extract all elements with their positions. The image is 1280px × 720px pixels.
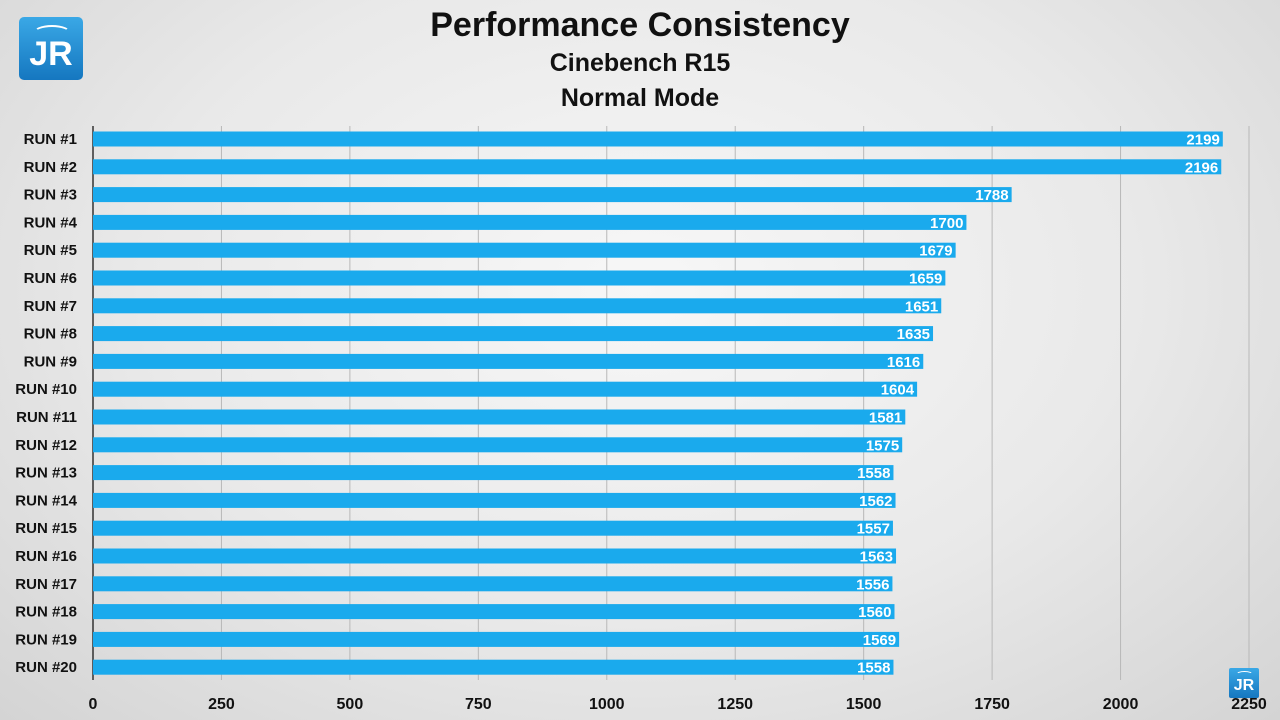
data-label: 1558	[857, 660, 890, 677]
x-tick-label: 2000	[1103, 696, 1139, 713]
bar	[93, 214, 967, 230]
data-label: 2199	[1186, 132, 1219, 149]
y-tick-label: RUN #17	[15, 576, 77, 593]
data-label: 1563	[860, 549, 893, 566]
bar	[93, 520, 893, 536]
data-label: 1700	[930, 215, 963, 232]
data-label: 1788	[975, 187, 1008, 204]
data-label: 2196	[1185, 159, 1218, 176]
logo-text: JR	[29, 35, 73, 73]
bar	[93, 326, 934, 342]
x-tick-label: 750	[465, 696, 492, 713]
y-tick-label: RUN #10	[15, 381, 77, 398]
y-tick-label: RUN #8	[24, 326, 77, 343]
data-label: 1651	[905, 298, 938, 315]
data-label: 1581	[869, 410, 902, 427]
bar	[93, 270, 946, 286]
data-label: 1616	[887, 354, 920, 371]
jr-watermark-logo: JR	[1229, 668, 1259, 698]
bar	[93, 353, 924, 369]
y-tick-label: RUN #18	[15, 604, 77, 621]
x-tick-label: 1000	[589, 696, 625, 713]
y-tick-label: RUN #2	[24, 159, 77, 176]
watermark-text: JR	[1233, 677, 1255, 694]
data-label: 1635	[897, 326, 930, 343]
y-tick-label: RUN #19	[15, 631, 77, 648]
data-label: 1575	[866, 437, 899, 454]
y-tick-label: RUN #6	[24, 270, 77, 287]
y-tick-label: RUN #11	[16, 409, 77, 426]
y-tick-label: RUN #13	[15, 465, 77, 482]
data-label: 1562	[859, 493, 892, 510]
x-tick-label: 250	[208, 696, 235, 713]
bar	[93, 298, 942, 314]
data-label: 1560	[858, 604, 891, 621]
bar	[93, 548, 897, 564]
data-label: 1569	[863, 632, 896, 649]
y-tick-label: RUN #7	[24, 298, 77, 315]
x-tick-label: 1250	[717, 696, 753, 713]
y-tick-label: RUN #3	[24, 187, 77, 204]
data-label: 1659	[909, 271, 942, 288]
bar	[93, 159, 1222, 175]
data-label: 1556	[856, 576, 889, 593]
bar	[93, 381, 918, 397]
bar	[93, 437, 903, 453]
x-tick-label: 2250	[1231, 696, 1267, 713]
chart-title: Performance Consistency	[430, 6, 850, 44]
chart-subtitle: Cinebench R15	[549, 49, 731, 77]
y-tick-label: RUN #14	[15, 492, 77, 509]
data-label: 1604	[881, 382, 915, 399]
y-tick-label: RUN #5	[24, 242, 77, 259]
data-label: 1558	[857, 465, 890, 482]
y-tick-label: RUN #15	[15, 520, 77, 537]
bar	[93, 659, 894, 675]
data-label: 1557	[857, 521, 890, 538]
bar	[93, 492, 896, 508]
data-label: 1679	[919, 243, 952, 260]
x-tick-label: 1500	[846, 696, 882, 713]
x-tick-label: 0	[89, 696, 98, 713]
x-tick-label: 500	[337, 696, 364, 713]
bar	[93, 131, 1223, 147]
bar	[93, 631, 900, 647]
x-tick-label: 1750	[974, 696, 1010, 713]
y-tick-label: RUN #4	[24, 214, 78, 231]
chart-subtitle-mode: Normal Mode	[560, 84, 720, 112]
y-tick-label: RUN #20	[15, 659, 77, 676]
bar	[93, 576, 893, 592]
bar	[93, 187, 1012, 203]
y-tick-label: RUN #12	[15, 437, 77, 454]
bar	[93, 242, 956, 258]
jr-logo: JR	[19, 17, 83, 80]
y-tick-label: RUN #9	[24, 353, 77, 370]
y-tick-label: RUN #1	[24, 131, 77, 148]
y-tick-label: RUN #16	[15, 548, 77, 565]
bar	[93, 604, 895, 620]
bar	[93, 465, 894, 481]
bar	[93, 409, 906, 425]
